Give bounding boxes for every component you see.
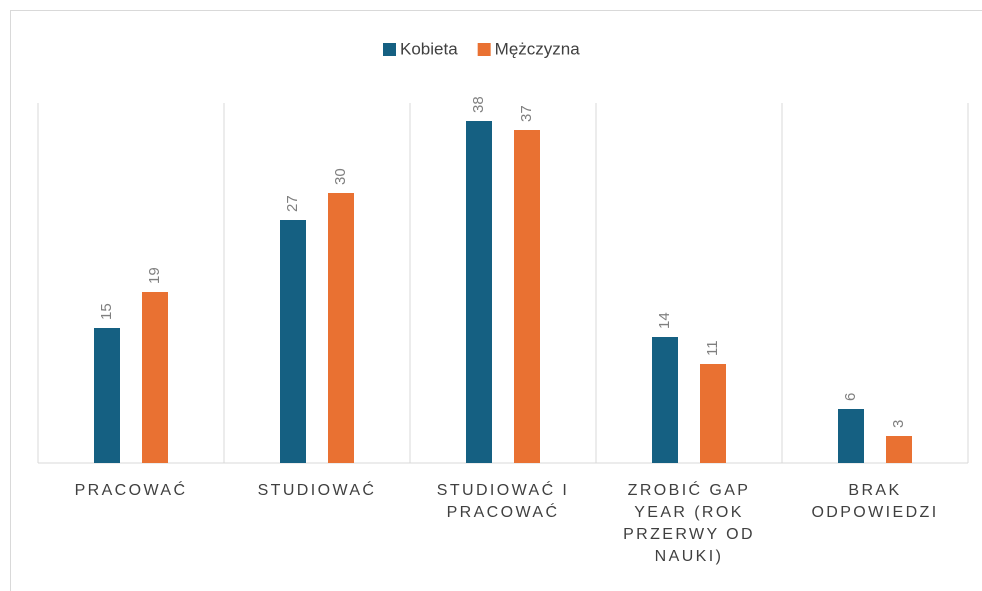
bar	[142, 292, 168, 463]
data-label: 37	[518, 105, 535, 122]
data-label: 38	[470, 96, 487, 113]
data-label: 3	[890, 420, 907, 428]
x-tick-label: STUDIOWAĆ	[257, 482, 377, 499]
bar	[466, 121, 492, 463]
x-tick-label: PRACOWAĆ	[74, 482, 188, 499]
x-tick-label: ZROBIĆ GAP YEAR (ROK PRZERWY OD NAUKI)	[623, 482, 755, 565]
bar	[700, 364, 726, 463]
data-label: 6	[842, 393, 859, 401]
data-label: 15	[98, 303, 115, 320]
bar	[886, 436, 912, 463]
data-label: 11	[704, 340, 721, 356]
bar	[280, 220, 306, 463]
bar	[328, 193, 354, 463]
legend-swatch	[477, 43, 491, 56]
legend-swatch	[383, 43, 396, 56]
data-label: 14	[656, 312, 673, 329]
chart-border	[10, 10, 982, 591]
bar	[652, 337, 678, 463]
bar	[514, 130, 540, 463]
x-tick-label: STUDIOWAĆ I PRACOWAĆ	[436, 482, 570, 521]
legend-label: Kobieta	[400, 39, 458, 58]
bar	[94, 328, 120, 463]
legend-label: Mężczyzna	[495, 39, 581, 58]
data-label: 30	[332, 168, 349, 185]
data-label: 19	[146, 267, 163, 284]
bar	[838, 409, 864, 463]
x-tick-label: BRAK ODPOWIEDZI	[811, 482, 939, 521]
data-label: 27	[284, 195, 301, 212]
